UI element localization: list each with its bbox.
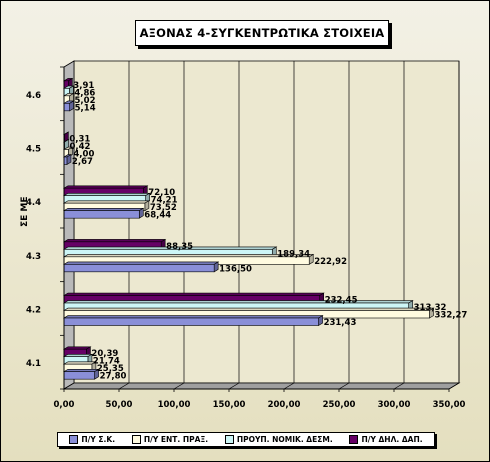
x-tick-label: 300,00 <box>378 400 411 410</box>
bar-top <box>62 185 149 189</box>
chart-title: ΑΞΟΝΑΣ 4-ΣΥΓΚΕΝΤΡΩΤΙΚΑ ΣΤΟΙΧΕΙΑ <box>135 20 389 46</box>
data-label: 25,35 <box>97 364 124 374</box>
data-label: 0,42 <box>69 142 90 152</box>
legend-label: Π/Υ Σ.Κ. <box>81 435 116 444</box>
bar-top <box>62 353 93 357</box>
x-tick-label: 150,00 <box>213 400 246 410</box>
data-label: 88,35 <box>166 242 193 252</box>
data-label: 332,27 <box>434 311 467 321</box>
gridline <box>228 382 240 390</box>
bar-top <box>62 192 151 196</box>
data-label: 73,52 <box>150 203 177 213</box>
legend-item: ΠΡΟΥΠ. ΝΟΜΙΚ. ΔΕΣΜ. <box>224 435 333 444</box>
x-tick-label: 50,00 <box>106 400 133 410</box>
data-label: 222,92 <box>314 257 347 267</box>
data-label: 74,21 <box>151 196 178 206</box>
data-label: 231,43 <box>324 318 357 328</box>
bar-top <box>62 200 150 204</box>
bar <box>63 210 140 219</box>
data-label: 2,67 <box>72 157 93 167</box>
bar-top <box>62 292 325 296</box>
bar-top <box>62 207 145 211</box>
legend: Π/Υ Σ.Κ. Π/Υ ΕΝΤ. ΠΡΑΞ. ΠΡΟΥΠ. ΝΟΜΙΚ. ΔΕ… <box>57 432 435 447</box>
floor <box>62 382 461 390</box>
bar-top <box>62 307 435 311</box>
data-label: 20,39 <box>91 349 118 359</box>
legend-label: Π/Υ ΕΝΤ. ΠΡΑΞ. <box>143 435 209 444</box>
data-label: 68,44 <box>144 211 171 221</box>
y-tick-label: 4.4 <box>26 198 41 208</box>
legend-swatch <box>131 435 141 444</box>
data-label: 4,86 <box>74 88 95 98</box>
data-label: 27,80 <box>100 372 127 382</box>
bar <box>63 103 70 112</box>
legend-swatch <box>69 435 79 444</box>
bar <box>63 371 95 380</box>
gridline <box>338 382 350 390</box>
bars <box>62 77 435 380</box>
legend-item: Π/Υ ΔΗΛ. ΔΑΠ. <box>349 435 423 444</box>
data-label: 4,00 <box>73 150 94 160</box>
legend-label: Π/Υ ΔΗΛ. ΔΑΠ. <box>361 435 423 444</box>
y-tick-label: 4.2 <box>26 306 41 316</box>
gridline <box>283 382 295 390</box>
data-label: 5,14 <box>75 103 96 113</box>
legend-item: Π/Υ ΕΝΤ. ΠΡΑΞ. <box>131 435 209 444</box>
tick-labels: 4.1 4.2 4.3 4.4 4.5 4.6 0,00 50,00 100,00 150,00 2… <box>26 91 466 410</box>
bar-top <box>62 254 315 258</box>
y-tick-label: 4.5 <box>26 145 41 155</box>
gridline <box>448 382 460 390</box>
legend-item: Π/Υ Σ.Κ. <box>69 435 115 444</box>
x-tick-label: 350,00 <box>433 400 466 410</box>
gridline <box>393 382 405 390</box>
legend-swatch <box>224 435 234 444</box>
bar <box>63 317 319 326</box>
legend-swatch <box>349 435 359 444</box>
x-tick-label: 100,00 <box>158 400 191 410</box>
y-tick-label: 4.6 <box>26 91 41 101</box>
y-tick-label: 4.3 <box>26 252 41 262</box>
data-label: 232,45 <box>325 296 358 306</box>
data-label: 72,10 <box>148 188 175 198</box>
data-label: 136,50 <box>219 264 252 274</box>
data-label: 0,31 <box>69 135 90 145</box>
bar <box>63 264 215 273</box>
back-wall <box>73 60 460 384</box>
y-tick-label: 4.1 <box>26 359 41 369</box>
bar-top <box>62 300 414 304</box>
x-tick-label: 200,00 <box>268 400 301 410</box>
bar-top <box>62 368 100 372</box>
axes <box>60 66 450 392</box>
plot-walls <box>62 60 461 390</box>
bar-top <box>62 239 167 243</box>
bar-top <box>62 361 97 365</box>
data-label: 3,91 <box>73 81 94 91</box>
data-label: 313,32 <box>414 303 447 313</box>
legend-label: ΠΡΟΥΠ. ΝΟΜΙΚ. ΔΕΣΜ. <box>236 435 333 444</box>
x-tick-label: 250,00 <box>323 400 356 410</box>
gridline <box>173 382 185 390</box>
data-label: 5,02 <box>75 96 96 106</box>
x-tick-label: 0,00 <box>54 400 75 410</box>
data-label: 189,34 <box>277 249 310 259</box>
gridlines <box>118 61 460 390</box>
data-label: 21,74 <box>93 357 120 367</box>
gridline <box>118 382 130 390</box>
bar-top <box>62 261 220 265</box>
bar-top <box>62 315 324 319</box>
